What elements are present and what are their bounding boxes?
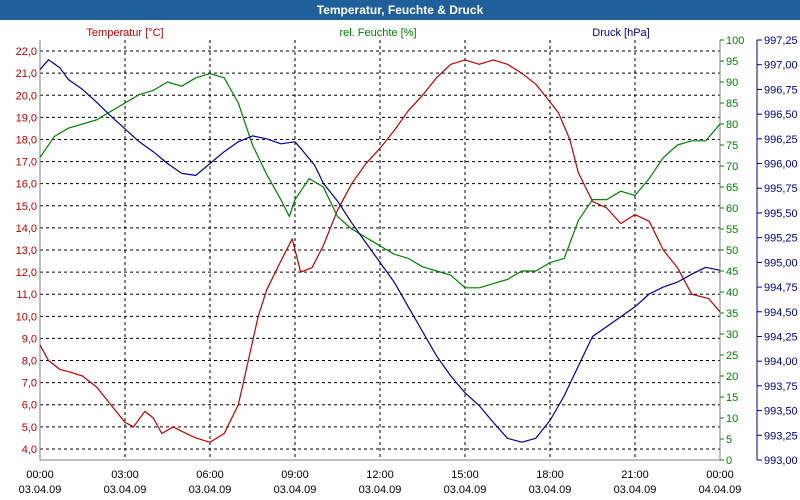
temperature-tick-label: 12,0 xyxy=(16,267,37,279)
humidity-tick-label: 60 xyxy=(726,203,738,215)
temperature-series-line xyxy=(39,59,721,443)
temperature-tick-label: 19,0 xyxy=(16,112,37,124)
humidity-tick-label: 35 xyxy=(726,308,738,320)
temperature-tick-label: 4,0 xyxy=(22,444,37,456)
humidity-tick-label: 50 xyxy=(726,245,738,257)
humidity-tick-label: 25 xyxy=(726,350,738,362)
temperature-tick-label: 22,0 xyxy=(16,46,37,58)
x-tick-date-label: 03.04.09 xyxy=(614,484,657,496)
pressure-axis-title: Druck [hPa] xyxy=(592,27,649,39)
x-tick-time-label: 00:00 xyxy=(26,469,54,481)
temperature-tick-label: 6,0 xyxy=(22,400,37,412)
x-tick-time-label: 00:00 xyxy=(706,469,734,481)
pressure-tick-label: 995,25 xyxy=(764,233,798,245)
temperature-tick-label: 20,0 xyxy=(16,90,37,102)
humidity-tick-label: 15 xyxy=(726,392,738,404)
humidity-tick-label: 90 xyxy=(726,77,738,89)
humidity-tick-label: 20 xyxy=(726,371,738,383)
pressure-tick-label: 994,25 xyxy=(764,331,798,343)
x-tick-date-label: 03.04.09 xyxy=(104,484,147,496)
temperature-tick-label: 13,0 xyxy=(16,245,37,257)
humidity-series-line xyxy=(39,72,721,289)
x-tick-time-label: 03:00 xyxy=(111,469,139,481)
x-tick-date-label: 04.04.09 xyxy=(699,484,742,496)
humidity-tick-label: 65 xyxy=(726,182,738,194)
humidity-tick-label: 30 xyxy=(726,329,738,341)
pressure-tick-label: 997,25 xyxy=(764,35,798,47)
pressure-tick-label: 995,50 xyxy=(764,208,798,220)
temperature-tick-label: 5,0 xyxy=(22,422,37,434)
pressure-tick-label: 996,00 xyxy=(764,159,798,171)
temperature-tick-label: 16,0 xyxy=(16,179,37,191)
humidity-tick-label: 95 xyxy=(726,56,738,68)
humidity-tick-label: 40 xyxy=(726,287,738,299)
pressure-tick-label: 994,00 xyxy=(764,356,798,368)
pressure-series-line xyxy=(39,59,721,443)
pressure-tick-label: 993,25 xyxy=(764,430,798,442)
humidity-tick-label: 10 xyxy=(726,413,738,425)
temperature-tick-label: 18,0 xyxy=(16,134,37,146)
x-tick-time-label: 15:00 xyxy=(451,469,479,481)
humidity-axis-title: rel. Feuchte [%] xyxy=(339,27,416,39)
temperature-tick-label: 17,0 xyxy=(16,157,37,169)
pressure-tick-label: 995,00 xyxy=(764,257,798,269)
humidity-tick-label: 70 xyxy=(726,161,738,173)
pressure-tick-label: 996,75 xyxy=(764,84,798,96)
pressure-tick-label: 993,50 xyxy=(764,406,798,418)
x-tick-date-label: 03.04.09 xyxy=(189,484,232,496)
pressure-tick-label: 994,75 xyxy=(764,282,798,294)
humidity-tick-label: 55 xyxy=(726,224,738,236)
temperature-tick-label: 10,0 xyxy=(16,311,37,323)
temperature-tick-label: 11,0 xyxy=(16,289,37,301)
x-tick-time-label: 12:00 xyxy=(366,469,394,481)
x-tick-date-label: 03.04.09 xyxy=(444,484,487,496)
pressure-tick-label: 996,25 xyxy=(764,134,798,146)
x-tick-time-label: 09:00 xyxy=(281,469,309,481)
temperature-tick-label: 8,0 xyxy=(22,356,37,368)
x-tick-time-label: 18:00 xyxy=(536,469,564,481)
x-tick-time-label: 21:00 xyxy=(621,469,649,481)
pressure-tick-label: 993,00 xyxy=(764,455,798,467)
humidity-tick-label: 5 xyxy=(726,434,732,446)
temperature-tick-label: 7,0 xyxy=(22,378,37,390)
pressure-tick-label: 995,75 xyxy=(764,183,798,195)
chart-title: Temperatur, Feuchte & Druck xyxy=(0,0,800,20)
chart: 4,0 5,0 6,0 7,0 8,0 9,0 10,0 11,0 12,0 13,0 14,0 15… xyxy=(16,27,798,496)
humidity-tick-label: 0 xyxy=(726,455,732,467)
temperature-tick-label: 15,0 xyxy=(16,201,37,213)
x-tick-date-label: 03.04.09 xyxy=(274,484,317,496)
x-tick-time-label: 06:00 xyxy=(196,469,224,481)
pressure-tick-label: 993,75 xyxy=(764,381,798,393)
temperature-tick-label: 14,0 xyxy=(16,223,37,235)
temperature-tick-label: 9,0 xyxy=(22,333,37,345)
x-tick-date-label: 03.04.09 xyxy=(359,484,402,496)
humidity-tick-label: 45 xyxy=(726,266,738,278)
humidity-tick-label: 85 xyxy=(726,98,738,110)
x-tick-date-label: 03.04.09 xyxy=(529,484,572,496)
x-tick-date-label: 03.04.09 xyxy=(19,484,62,496)
humidity-tick-label: 100 xyxy=(726,35,744,47)
humidity-tick-label: 80 xyxy=(726,119,738,131)
humidity-tick-label: 75 xyxy=(726,140,738,152)
pressure-tick-label: 996,50 xyxy=(764,109,798,121)
temperature-tick-label: 21,0 xyxy=(16,68,37,80)
pressure-tick-label: 997,00 xyxy=(764,60,798,72)
temperature-axis-title: Temperatur [°C] xyxy=(86,27,163,39)
pressure-tick-label: 994,50 xyxy=(764,307,798,319)
